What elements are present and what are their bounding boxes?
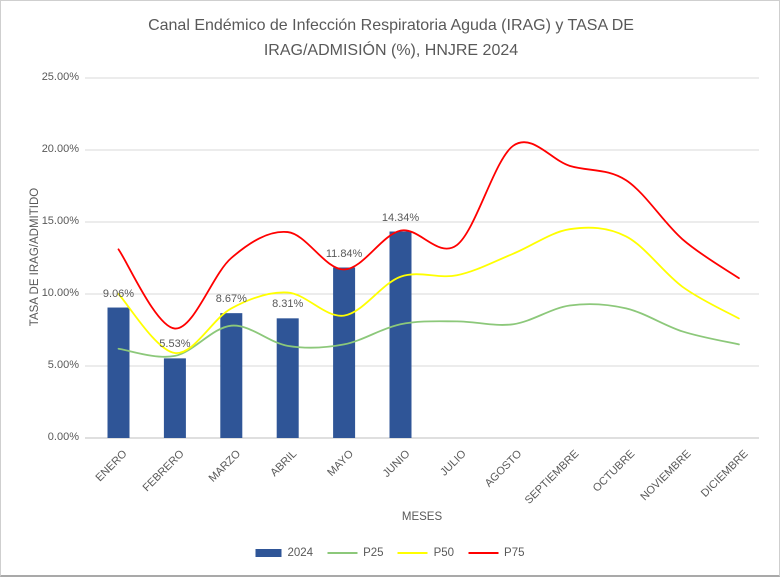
y-tick-label: 10.00% — [41, 287, 79, 299]
bar-2024 — [276, 318, 299, 438]
legend-label: P50 — [433, 547, 455, 559]
legend-item-p75: P75 — [468, 547, 525, 559]
legend-line-swatch — [397, 552, 428, 554]
line-P25 — [117, 303, 740, 358]
bar-data-label: 8.31% — [272, 298, 304, 311]
bar-2024 — [333, 267, 356, 438]
bar-2024 — [163, 358, 186, 438]
legend-item-p25: P25 — [327, 547, 384, 559]
bar-data-label: 9.06% — [102, 287, 135, 300]
y-tick-label: 0.00% — [47, 431, 79, 443]
legend-item-2024: 2024 — [255, 547, 314, 559]
chart-title: Canal Endémico de Infección Respiratoria… — [148, 17, 634, 59]
bar-data-label: 11.84% — [325, 247, 363, 260]
line-P50 — [117, 226, 740, 354]
legend-item-p50: P50 — [397, 547, 455, 559]
y-tick-label: 15.00% — [41, 215, 79, 227]
bar-2024 — [107, 307, 130, 438]
legend-label: 2024 — [287, 547, 314, 559]
bar-2024 — [389, 231, 412, 438]
legend-line-swatch — [468, 552, 499, 554]
legend-label: P25 — [363, 547, 384, 559]
bar-data-label: 14.34% — [381, 211, 420, 224]
bar-2024 — [220, 313, 243, 438]
y-tick-label: 5.00% — [47, 359, 79, 371]
x-axis-title: MESES — [401, 511, 443, 523]
y-tick-label: 20.00% — [41, 143, 79, 155]
y-tick-label: 25.00% — [41, 71, 79, 83]
bar-data-label: 8.67% — [215, 293, 247, 306]
bar-data-label: 5.53% — [159, 338, 191, 351]
legend: 2024 P25 P50 P75 — [255, 547, 525, 559]
line-P75 — [117, 141, 740, 330]
legend-bar-swatch — [255, 549, 282, 557]
legend-label: P75 — [504, 547, 525, 559]
legend-line-swatch — [327, 552, 358, 554]
